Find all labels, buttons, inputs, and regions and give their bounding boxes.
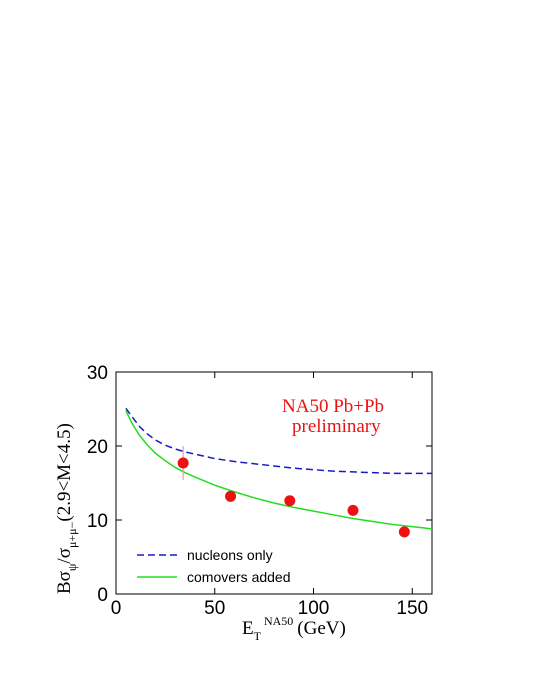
plot-frame [115, 371, 433, 595]
x-tick-label: 100 [298, 598, 330, 619]
x-tick-label: 50 [204, 598, 225, 619]
data-point [347, 504, 359, 516]
x-axis-label: ETNA50 (GeV) [242, 614, 346, 643]
series-line-1 [125, 410, 433, 530]
y-axis-title: Bσψ/σμ+μ−(2.9<M<4.5) [54, 423, 79, 594]
series-lines [125, 407, 433, 530]
y-axis-ticks: 0 10 20 30 [87, 363, 432, 606]
y-tick-label: 0 [97, 585, 108, 606]
y-tick-label: 30 [87, 363, 108, 384]
data-points [177, 457, 410, 538]
x-tick-label: 0 [111, 598, 122, 619]
legend-label-nucleons: nucleons only [187, 547, 273, 563]
data-point [177, 457, 189, 469]
x-axis-title: ETNA50 (GeV) [242, 614, 346, 643]
data-point [398, 526, 410, 538]
y-tick-label: 10 [87, 511, 108, 532]
legend: nucleons only comovers added [137, 547, 291, 585]
data-point [225, 490, 237, 502]
y-tick-label: 20 [87, 437, 108, 458]
annotation-line-1: NA50 Pb+Pb [282, 396, 384, 417]
x-axis-ticks: 0 50 100 150 [111, 372, 428, 619]
x-tick-label: 150 [396, 598, 428, 619]
series-line-0 [125, 407, 432, 475]
annotation: NA50 Pb+Pb preliminary [282, 396, 384, 437]
annotation-line-2: preliminary [292, 416, 381, 437]
y-axis-label: Bσψ/σμ+μ−(2.9<M<4.5) [54, 423, 79, 594]
legend-label-comovers: comovers added [187, 569, 291, 585]
data-point [284, 495, 296, 507]
